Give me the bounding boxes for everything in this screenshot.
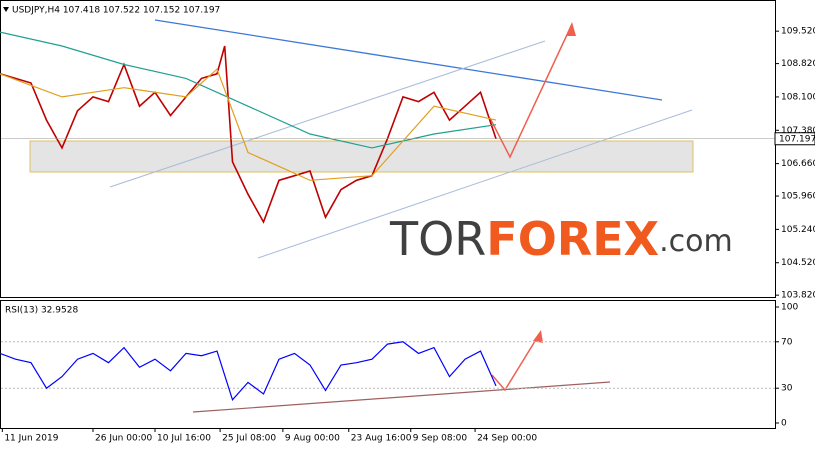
y-tick-label: 104.520 — [781, 258, 815, 268]
y-tick-label: 106.660 — [781, 159, 815, 169]
channel-line — [257, 109, 693, 259]
watermark: TORFOREX.com — [389, 212, 733, 266]
x-tick-label: 23 Aug 16:00 — [351, 434, 412, 444]
last-price-label: 107.197 — [779, 134, 815, 144]
y-tick-label: 30 — [781, 384, 793, 394]
x-tick-label: 10 Jul 16:00 — [157, 434, 211, 444]
x-tick-label: 24 Sep 00:00 — [477, 434, 537, 444]
x-tick-label: 26 Jun 00:00 — [95, 434, 152, 444]
rsi-trendline — [192, 381, 611, 413]
chart-title: USDJPY,H4 107.418 107.522 107.152 107.19… — [12, 6, 220, 16]
arrow-head — [566, 22, 576, 36]
x-tick-label: 11 Jun 2019 — [4, 434, 58, 444]
y-tick-label: 108.820 — [781, 59, 815, 69]
forecast-arrow — [489, 23, 573, 159]
x-tick-label: 25 Jul 08:00 — [222, 434, 276, 444]
x-tick-label: 9 Sep 08:00 — [413, 434, 468, 444]
y-tick-label: 109.520 — [781, 27, 815, 37]
watermark-part: .com — [659, 224, 733, 259]
y-tick-label: 70 — [781, 337, 793, 347]
y-tick-label: 108.100 — [781, 92, 815, 102]
watermark-part: TOR — [389, 212, 486, 266]
y-tick-label: 103.820 — [781, 291, 815, 301]
y-tick-label: 0 — [781, 419, 787, 429]
menu-arrow — [3, 7, 9, 12]
rsi-title: RSI(13) 32.9528 — [5, 306, 78, 316]
y-tick-label: 105.960 — [781, 192, 815, 202]
y-tick-label: 100 — [781, 303, 798, 313]
watermark-part: FOREX — [486, 212, 659, 266]
y-tick-label: 107.380 — [781, 126, 815, 136]
support-zone — [29, 140, 694, 173]
series-line — [0, 68, 497, 181]
series-line — [0, 341, 497, 401]
last-price-box — [774, 132, 815, 146]
y-tick-label: 105.240 — [781, 225, 815, 235]
arrow-head — [533, 330, 543, 343]
x-tick-label: 9 Aug 00:00 — [285, 434, 340, 444]
series-line — [0, 31, 497, 149]
main-pane — [0, 0, 776, 298]
channel-line — [109, 40, 546, 188]
resistance-line — [154, 19, 663, 101]
rsi-arrow — [491, 332, 541, 392]
rsi-pane — [0, 300, 776, 429]
series-line — [0, 45, 497, 224]
